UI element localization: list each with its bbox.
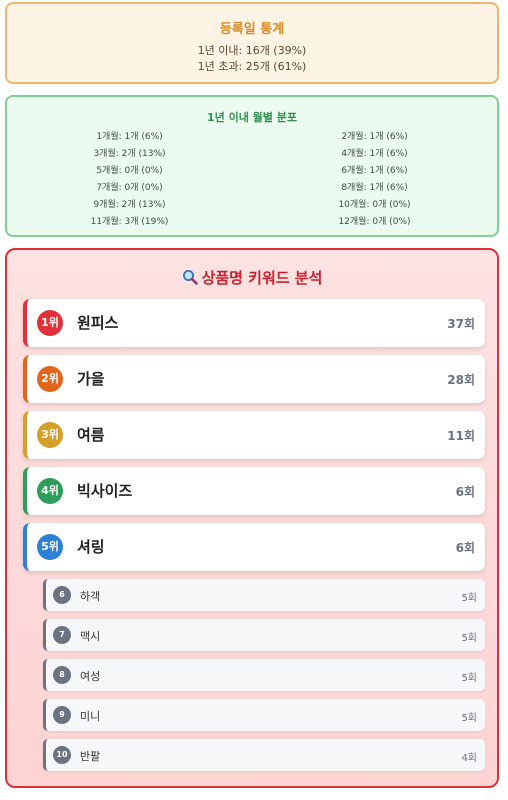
month-stat: 12개월: 0개 (0%)	[338, 217, 411, 227]
keyword-row-top: 2위 가을 28회	[23, 355, 485, 403]
month-stat: 4개월: 1개 (6%)	[341, 149, 408, 159]
keyword-label: 반팔	[80, 750, 101, 763]
keyword-label: 미니	[80, 710, 101, 723]
keyword-label: 빅사이즈	[77, 482, 133, 500]
keyword-row: 9 미니 5회	[43, 699, 485, 731]
keyword-label: 셔링	[77, 538, 105, 556]
keyword-count: 5회	[461, 593, 477, 604]
monthly-distribution-grid: 1개월: 1개 (6%) 2개월: 1개 (6%) 3개월: 2개 (13%) …	[7, 129, 497, 231]
keyword-count: 6회	[455, 485, 475, 499]
keyword-row-top: 1위 원피스 37회	[23, 299, 485, 347]
monthly-distribution-card: 1년 이내 월별 분포 1개월: 1개 (6%) 2개월: 1개 (6%) 3개…	[5, 95, 499, 237]
month-stat: 8개월: 1개 (6%)	[341, 183, 408, 193]
month-stat: 7개월: 0개 (0%)	[96, 183, 163, 193]
rank-badge: 1위	[37, 310, 63, 336]
rank-badge: 4위	[37, 478, 63, 504]
rank-badge: 3위	[37, 422, 63, 448]
keyword-label: 하객	[80, 590, 101, 603]
rank-badge: 8	[53, 666, 71, 684]
keyword-count: 5회	[461, 713, 477, 724]
rank-badge: 7	[53, 626, 71, 644]
keyword-row-top: 5위 셔링 6회	[23, 523, 485, 571]
registration-stats-card: 등록일 통계 1년 이내: 16개 (39%) 1년 초과: 25개 (61%)	[5, 2, 499, 84]
keyword-label: 여름	[77, 426, 105, 444]
keyword-analysis-title: 상품명 키워드 분석	[201, 269, 323, 287]
rank-badge: 6	[53, 586, 71, 604]
rank-badge: 10	[53, 746, 71, 764]
month-stat: 1개월: 1개 (6%)	[96, 132, 163, 142]
rank-badge: 2위	[37, 366, 63, 392]
keyword-row-top: 4위 빅사이즈 6회	[23, 467, 485, 515]
month-stat: 5개월: 0개 (0%)	[96, 166, 163, 176]
month-stat: 2개월: 1개 (6%)	[341, 132, 408, 142]
within-year-stat: 1년 이내: 16개 (39%)	[197, 44, 307, 57]
over-year-stat: 1년 초과: 25개 (61%)	[197, 60, 307, 73]
keyword-count: 4회	[461, 753, 477, 764]
magnifier-icon	[182, 269, 198, 289]
month-stat: 6개월: 1개 (6%)	[341, 166, 408, 176]
keyword-label: 여성	[80, 670, 101, 683]
keyword-count: 6회	[455, 541, 475, 555]
registration-stats-title: 등록일 통계	[219, 22, 285, 37]
rank-badge: 5위	[37, 534, 63, 560]
keyword-analysis-card: 상품명 키워드 분석 1위 원피스 37회 2위 가을 28회 3위 여름 11…	[5, 248, 499, 788]
monthly-distribution-title: 1년 이내 월별 분포	[207, 111, 297, 124]
keyword-row-top: 3위 여름 11회	[23, 411, 485, 459]
keyword-row: 6 하객 5회	[43, 579, 485, 611]
keyword-label: 가을	[77, 370, 105, 388]
month-stat: 9개월: 2개 (13%)	[93, 200, 166, 210]
month-stat: 3개월: 2개 (13%)	[93, 149, 166, 159]
keyword-count: 5회	[461, 673, 477, 684]
rank-badge: 9	[53, 706, 71, 724]
keyword-analysis-heading: 상품명 키워드 분석	[7, 267, 497, 289]
keyword-label: 원피스	[77, 314, 119, 332]
keyword-count: 37회	[447, 317, 475, 331]
month-stat: 11개월: 3개 (19%)	[90, 217, 169, 227]
month-stat: 10개월: 0개 (0%)	[338, 200, 411, 210]
keyword-row: 10 반팔 4회	[43, 739, 485, 771]
keyword-count: 11회	[447, 429, 475, 443]
keyword-row: 7 맥시 5회	[43, 619, 485, 651]
keyword-count: 28회	[447, 373, 475, 387]
keyword-count: 5회	[461, 633, 477, 644]
keyword-row: 8 여성 5회	[43, 659, 485, 691]
keyword-label: 맥시	[80, 630, 101, 643]
